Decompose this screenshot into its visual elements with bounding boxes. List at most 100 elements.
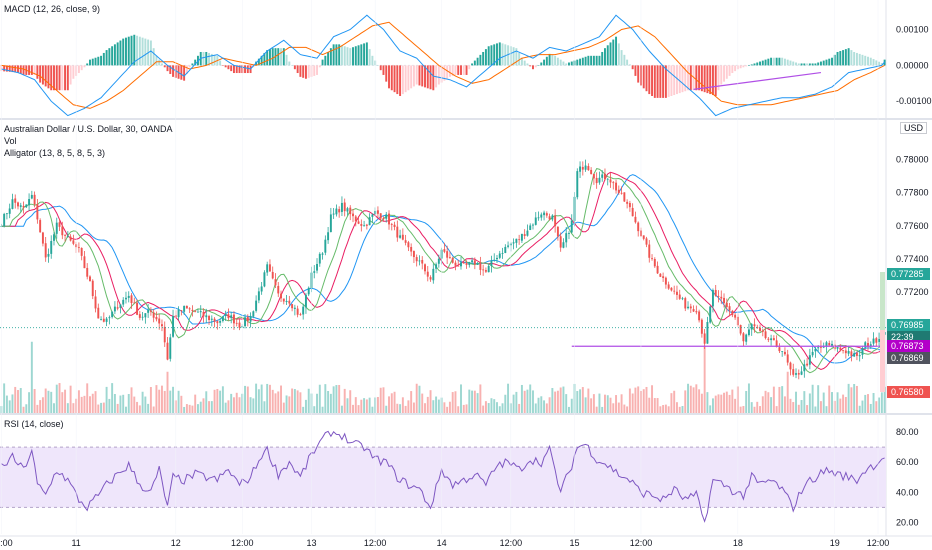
price-candle [568, 233, 570, 234]
rsi-line [1, 430, 885, 523]
macd-histogram-bar [166, 65, 169, 72]
price-candle [354, 216, 357, 222]
macd-histogram-bar [568, 62, 570, 66]
price-candle [304, 294, 307, 308]
volume-bar [880, 392, 883, 413]
macd-pane-title[interactable]: MACD (12, 26, close, 9) [4, 4, 101, 14]
price-candle [41, 232, 44, 244]
price-candle [113, 306, 116, 312]
volume-bar [94, 391, 97, 413]
volume-bar [161, 385, 163, 413]
price-candle [460, 262, 462, 267]
volume-bar [734, 398, 737, 413]
macd-histogram-bar [127, 36, 130, 66]
macd-histogram-bar [808, 63, 811, 66]
price-candle [662, 276, 665, 279]
price-candle [626, 201, 629, 204]
macd-histogram-bar [628, 64, 631, 66]
volume-bar [457, 406, 460, 413]
price-candle [822, 346, 825, 348]
volume-bar [385, 405, 388, 413]
price-badge-label: 22:39 [891, 332, 914, 342]
volume-bar [122, 394, 125, 413]
price-candle [401, 234, 404, 240]
macd-histogram-bar [803, 63, 806, 66]
price-candle [30, 194, 33, 199]
macd-histogram-bar [329, 48, 332, 66]
macd-histogram-bar [675, 65, 678, 95]
macd-histogram-bar [277, 48, 280, 66]
volume-bar [448, 401, 451, 413]
volume-bar [462, 404, 465, 413]
volume-bar [80, 396, 83, 413]
macd-histogram-bar [371, 55, 374, 66]
volume-bar [25, 404, 28, 413]
macd-histogram-bar [786, 59, 789, 66]
macd-histogram-bar [759, 61, 761, 66]
price-candle [468, 261, 471, 265]
price-candle [700, 319, 703, 334]
price-candle [191, 309, 194, 311]
macd-histogram-bar [404, 65, 407, 93]
price-badge-label: 0.76873 [891, 341, 924, 351]
rsi-pane-title[interactable]: RSI (14, close) [4, 419, 64, 429]
volume-bar [277, 391, 280, 413]
volume-bar [177, 390, 180, 413]
volume-bar [637, 386, 640, 413]
price-candle [83, 256, 86, 269]
macd-histogram-bar [194, 59, 197, 66]
currency-button[interactable]: USD [900, 122, 928, 134]
volume-bar [97, 404, 100, 413]
price-candle [249, 315, 252, 322]
time-axis-tick: 13 [306, 538, 316, 548]
price-candle [703, 333, 706, 344]
macd-histogram-bar [44, 65, 47, 87]
price-candle [144, 313, 147, 318]
price-pane-title[interactable]: Australian Dollar / U.S. Dollar, 30, OAN… [4, 124, 173, 134]
price-candle [819, 346, 822, 348]
price-candle [675, 291, 678, 295]
alligator-indicator-title[interactable]: Alligator (13, 8, 5, 8, 5, 3) [4, 148, 106, 158]
volume-bar [617, 402, 620, 413]
price-candle [606, 178, 609, 180]
macd-histogram-bar [77, 65, 80, 74]
volume-bar [662, 405, 665, 413]
macd-histogram-bar [761, 60, 764, 66]
macd-histogram-bar [94, 57, 97, 66]
macd-histogram-bar [122, 38, 125, 66]
price-candle [194, 311, 197, 313]
price-candle [878, 338, 881, 342]
macd-histogram-bar [360, 44, 363, 66]
price-candle [659, 273, 662, 277]
volume-bar [224, 402, 227, 413]
macd-histogram-bar [526, 63, 529, 66]
macd-histogram-bar [263, 52, 266, 66]
volume-bar [869, 403, 872, 413]
price-candle [396, 226, 399, 238]
volume-bar [681, 406, 684, 413]
volume-bar [759, 406, 761, 413]
price-candle [340, 202, 343, 212]
macd-histogram-bar [689, 65, 692, 91]
price-candle [219, 321, 222, 323]
macd-histogram-bar [778, 57, 781, 66]
price-candle [127, 295, 130, 298]
macd-histogram-bar [645, 65, 648, 92]
price-candle [404, 240, 407, 243]
macd-histogram-bar [302, 65, 305, 78]
volume-bar [368, 397, 371, 413]
macd-histogram-bar [50, 65, 53, 91]
macd-histogram-bar [105, 50, 108, 66]
price-candle [61, 226, 64, 236]
volume-bar [446, 406, 449, 413]
volume-bar [850, 387, 853, 413]
volume-indicator-title[interactable]: Vol [4, 136, 17, 146]
volume-bar [324, 384, 327, 413]
volume-bar [166, 371, 169, 413]
volume-bar [221, 386, 224, 413]
volume-bar [238, 397, 241, 413]
volume-bar [579, 389, 582, 413]
price-candle [28, 199, 31, 206]
